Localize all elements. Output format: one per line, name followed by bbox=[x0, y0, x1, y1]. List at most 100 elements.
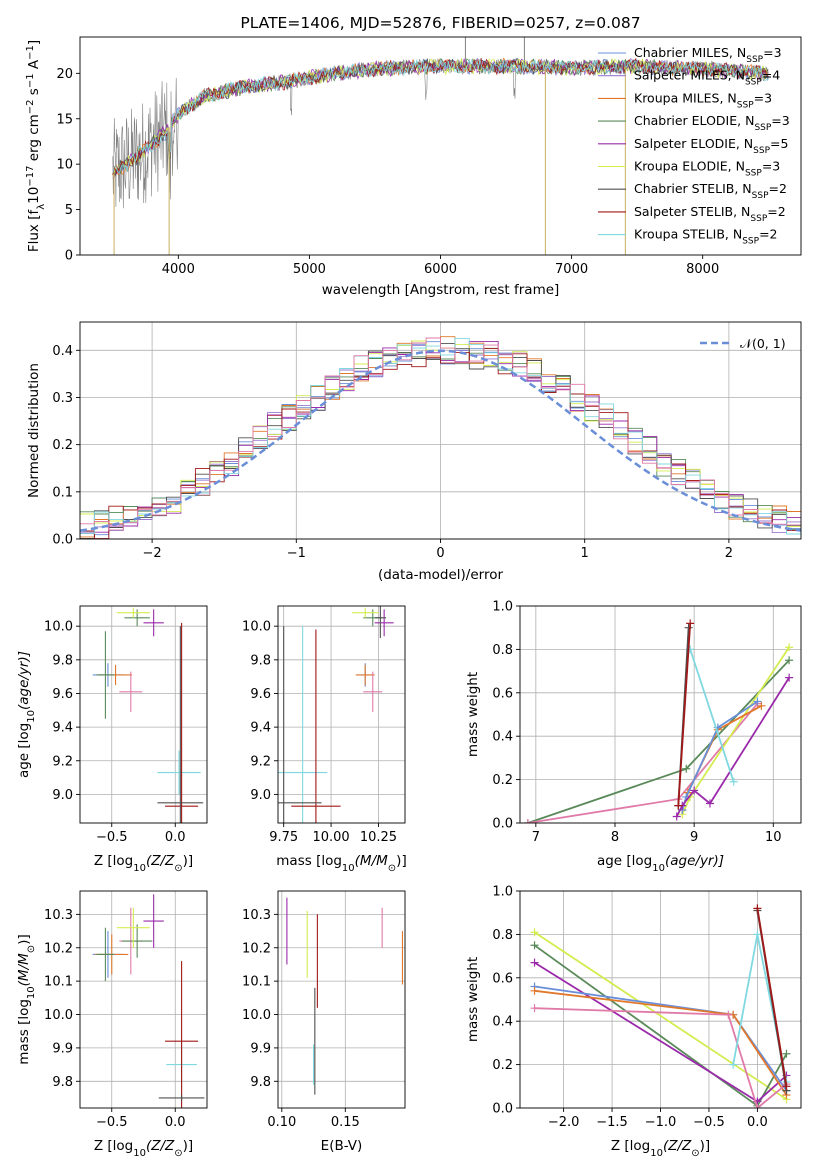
z-age-axes: −0.5 0.0 9.0 9.2 9.4 9.6 9.8 10.0 bbox=[44, 606, 207, 845]
spectrum-axes: 4000 5000 6000 7000 8000 0 5 10 15 20 bbox=[56, 67, 719, 277]
mass-age-frame bbox=[277, 605, 406, 824]
z-weight-xtick-label: −1.5 bbox=[596, 1115, 628, 1130]
age-weight-marker bbox=[674, 801, 683, 810]
z-weight-xtick-label: 0.0 bbox=[747, 1115, 768, 1130]
z-weight-line bbox=[534, 931, 787, 1101]
ebv-mass-ytick-label: 10.3 bbox=[242, 908, 271, 923]
legend-entry: Salpeter STELIB, NSSP=2 bbox=[634, 204, 786, 224]
age-weight-ytick-label: 0.4 bbox=[492, 730, 513, 745]
z-mass-ytick-label: 10.0 bbox=[44, 1008, 73, 1023]
spectrum-ytick-label: 5 bbox=[65, 203, 73, 218]
spectrum-xtick-label: 7000 bbox=[555, 262, 588, 277]
z-weight-ytick-label: 0.4 bbox=[492, 1015, 513, 1030]
spectrum-model-trace bbox=[112, 57, 769, 176]
mass-age-ytick-label: 9.4 bbox=[250, 721, 271, 736]
z-weight-ytick-label: 0.8 bbox=[492, 928, 513, 943]
age-weight-marker bbox=[729, 777, 738, 786]
age-weight-marker bbox=[672, 812, 681, 821]
age-weight-ytick-label: 0.6 bbox=[492, 686, 513, 701]
spectrum-xtick-label: 5000 bbox=[293, 262, 326, 277]
z-weight-ylabel: mass weight bbox=[465, 957, 481, 1042]
age-weight-marker bbox=[682, 764, 691, 773]
z-age-ytick-label: 10.0 bbox=[44, 620, 73, 635]
residuals-xtick-label: 1 bbox=[581, 546, 589, 561]
z-mass-xtick-label: 0.0 bbox=[165, 1115, 186, 1130]
residuals-frame bbox=[79, 321, 802, 540]
z-weight-ytick-label: 1.0 bbox=[492, 885, 513, 900]
ebv-mass-ytick-label: 10.2 bbox=[242, 941, 271, 956]
residuals-histogram-series bbox=[80, 337, 801, 539]
age-weight-series bbox=[523, 619, 794, 823]
z-weight-line bbox=[756, 908, 788, 1087]
mass-age-ytick-label: 9.6 bbox=[250, 687, 271, 702]
z-weight-marker bbox=[530, 986, 539, 995]
z-weight-marker bbox=[530, 958, 539, 967]
z-weight-marker bbox=[724, 1010, 733, 1019]
age-weight-xtick-label: 9 bbox=[690, 830, 698, 845]
age-weight-ytick-label: 1.0 bbox=[492, 600, 513, 615]
z-weight-line bbox=[732, 934, 788, 1083]
mass-age-xtick-label: 9.75 bbox=[269, 830, 298, 845]
age-weight-line bbox=[677, 623, 692, 806]
z-mass-xtick-label: −0.5 bbox=[96, 1115, 128, 1130]
z-age-ytick-label: 9.8 bbox=[52, 653, 73, 668]
residuals-ytick-label: 0.3 bbox=[52, 391, 73, 406]
ebv-mass-xlabel: E(B-V) bbox=[321, 1138, 363, 1154]
z-weight-marker bbox=[782, 1082, 791, 1091]
legend-entry: Kroupa STELIB, NSSP=2 bbox=[634, 227, 778, 247]
residuals-ytick-label: 0.4 bbox=[52, 344, 73, 359]
z-weight-xtick-label: −0.5 bbox=[693, 1115, 725, 1130]
residuals-xtick-label: 2 bbox=[725, 546, 733, 561]
spectrum-xtick-label: 8000 bbox=[686, 262, 719, 277]
age-weight-frame bbox=[519, 605, 802, 824]
residuals-ytick-label: 0.0 bbox=[52, 533, 73, 548]
z-age-ytick-label: 9.4 bbox=[52, 721, 73, 736]
z-weight-marker bbox=[729, 1060, 738, 1069]
z-mass-xlabel: Z [log10(Z/Z⊙)] bbox=[94, 1138, 193, 1159]
z-weight-ytick-label: 0.0 bbox=[492, 1102, 513, 1117]
age-weight-xtick-label: 7 bbox=[532, 830, 540, 845]
spectrum-ylabel: Flux [fλ10−17 erg cm−2 s−1 A−1] bbox=[25, 40, 47, 252]
ebv-mass-ytick-label: 9.9 bbox=[250, 1041, 271, 1056]
legend-entry: Chabrier STELIB, NSSP=2 bbox=[634, 181, 787, 201]
spectrum-ytick-label: 0 bbox=[65, 249, 73, 264]
z-weight-marker bbox=[530, 941, 539, 950]
z-age-ytick-label: 9.2 bbox=[52, 754, 73, 769]
legend-entry: Kroupa MILES, NSSP=3 bbox=[634, 90, 772, 110]
residuals-ytick-label: 0.2 bbox=[52, 438, 73, 453]
z-age-xlabel: Z [log10(Z/Z⊙)] bbox=[94, 853, 193, 874]
age-weight-line bbox=[689, 649, 735, 783]
z-age-xtick-label: −0.5 bbox=[96, 830, 128, 845]
age-weight-marker bbox=[686, 619, 695, 628]
z-mass-ytick-label: 10.1 bbox=[44, 975, 73, 990]
z-weight-marker bbox=[753, 1104, 762, 1108]
z-mass-axes: −0.5 0.0 9.8 9.9 10.0 10.1 10.2 10.3 bbox=[44, 891, 207, 1130]
ebv-mass-points bbox=[286, 897, 404, 1095]
age-weight-marker bbox=[757, 701, 766, 710]
age-weight-line bbox=[527, 703, 759, 823]
age-weight-marker bbox=[753, 697, 762, 706]
spectrum-model-trace bbox=[112, 57, 769, 176]
spectrum-ytick-label: 20 bbox=[56, 67, 73, 82]
ebv-mass-ytick-label: 10.1 bbox=[242, 975, 271, 990]
age-weight-xlabel: age [log10(age/yr)] bbox=[597, 853, 724, 874]
ebv-mass-axes: 0.10 0.15 9.8 9.9 10.0 10.1 10.2 10.3 bbox=[242, 891, 405, 1130]
ebv-mass-xtick-label: 0.10 bbox=[267, 1115, 296, 1130]
residuals-xtick-label: 0 bbox=[436, 546, 444, 561]
z-weight-marker bbox=[753, 904, 762, 913]
ebv-mass-frame bbox=[277, 890, 406, 1109]
legend-entry: Salpeter MILES, NSSP=4 bbox=[634, 68, 780, 88]
age-weight-marker bbox=[523, 819, 532, 823]
legend-entry: Salpeter ELODIE, NSSP=5 bbox=[634, 136, 788, 156]
residuals-xtick-label: −1 bbox=[287, 546, 306, 561]
age-weight-xtick-label: 8 bbox=[611, 830, 619, 845]
spectrum-xtick-label: 6000 bbox=[424, 262, 457, 277]
z-mass-ytick-label: 9.9 bbox=[52, 1041, 73, 1056]
z-mass-ylabel: mass [log10(M/M⊙)] bbox=[16, 934, 37, 1064]
z-mass-ytick-label: 10.3 bbox=[44, 908, 73, 923]
spectrum-traces bbox=[112, 37, 769, 255]
age-weight-ytick-label: 0.2 bbox=[492, 773, 513, 788]
mass-age-xtick-label: 10.25 bbox=[360, 830, 397, 845]
age-weight-ylabel: mass weight bbox=[465, 672, 481, 757]
